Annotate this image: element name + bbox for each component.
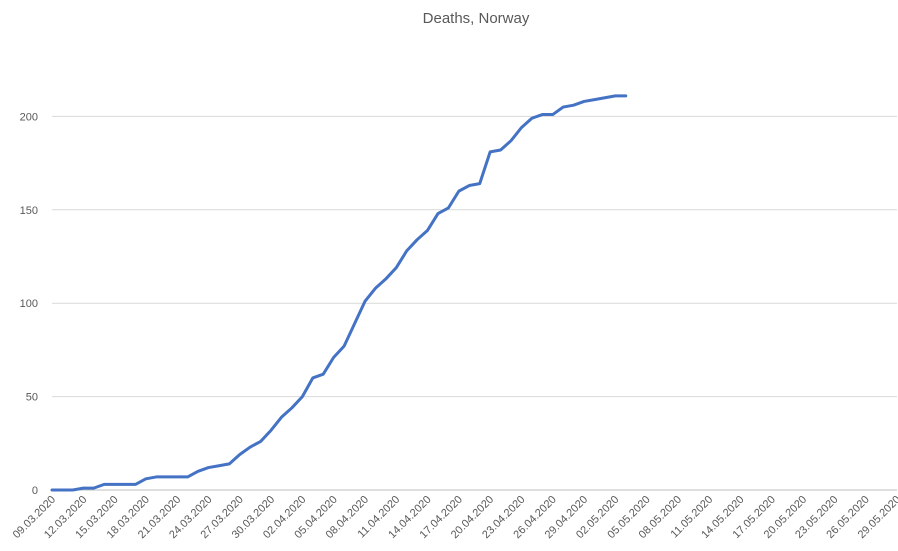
data-line bbox=[50, 94, 628, 492]
y-tick-label: 0 bbox=[32, 485, 38, 497]
y-tick-label: 200 bbox=[20, 111, 38, 123]
chart-title: Deaths, Norway bbox=[423, 10, 530, 27]
y-tick-label: 100 bbox=[20, 298, 38, 310]
y-tick-label: 50 bbox=[26, 392, 38, 404]
y-tick-label: 150 bbox=[20, 205, 38, 217]
